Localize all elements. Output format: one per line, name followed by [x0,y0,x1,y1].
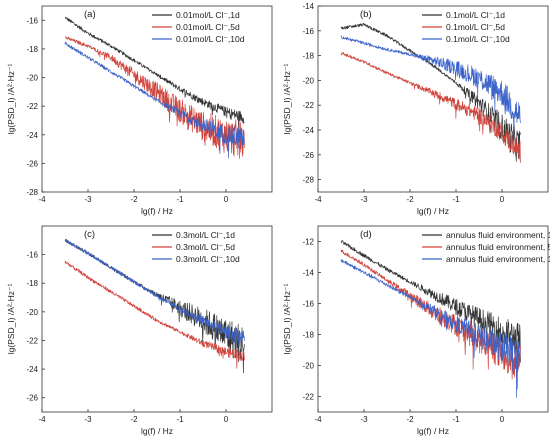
x-tick-label: -1 [452,195,460,204]
x-tick-label: 0 [224,195,229,204]
legend-label-3: 0.01mol/L Cl⁻,10d [176,34,245,44]
series-line-3 [64,41,245,159]
panel-label: (d) [360,229,372,240]
legend-label-1: 0.1mol/L Cl⁻,1d [446,10,505,20]
plot-frame [41,5,273,193]
y-axis-label: lg(PSD_I) /A²·Hz⁻¹ [6,284,16,355]
y-tick-label: -26 [302,151,314,160]
y-tick-label: -28 [302,176,314,185]
series-group [340,240,521,398]
x-tick-label: -1 [176,195,184,204]
x-tick-label: -4 [38,415,46,424]
y-tick-label: -16 [26,16,38,25]
y-tick-label: -22 [26,336,38,345]
y-tick-label: -14 [302,2,314,11]
x-tick-label: -2 [130,415,138,424]
x-tick-label: -2 [406,195,414,204]
series-group [64,16,245,159]
legend-label-1: 0.01mol/L Cl⁻,1d [176,10,240,20]
y-tick-label: -14 [302,269,314,278]
y-tick-label: -22 [26,102,38,111]
x-tick-label: 0 [500,195,505,204]
legend-label-1: 0.3mol/L Cl⁻,1d [176,230,235,240]
series-line-1 [340,240,521,363]
y-tick-label: -24 [26,131,38,140]
panel-3: -4 -3 -2 -1 0 -26 -24 -22 -20 -18 -16 lg(f) / Hz lg(… [6,225,273,436]
x-axis-label: lg(f) / Hz [417,206,449,216]
series-line-3 [340,259,521,398]
y-tick-label: -16 [26,251,38,260]
x-tick-label: 0 [500,415,505,424]
y-tick-label: -22 [302,393,314,402]
series-line-3 [340,35,521,141]
x-tick-label: -3 [360,415,368,424]
legend-label-2: 0.3mol/L Cl⁻,5d [176,242,235,252]
legend-label-2: 0.1mol/L Cl⁻,5d [446,22,505,32]
y-axis-label: lg(PSD_I) /A²·Hz⁻¹ [6,64,16,135]
y-tick-label: -24 [26,365,38,374]
legend-label-3: 0.3mol/L Cl⁻,10d [176,254,240,264]
y-tick-label: -20 [302,76,314,85]
panel-label: (b) [360,9,372,20]
series-group [64,238,245,374]
y-tick-label: -18 [302,331,314,340]
series-line-1 [64,16,245,129]
series-line-2 [340,249,521,380]
series-group [340,22,521,163]
legend-label-1: annulus fluid environment, 1d [446,230,550,240]
x-tick-label: 0 [224,415,229,424]
y-tick-label: -26 [26,394,38,403]
y-tick-label: -20 [26,74,38,83]
x-tick-label: -4 [38,195,46,204]
x-tick-label: -4 [314,195,322,204]
panel-4: -4 -3 -2 -1 0 -22 -20 -18 -16 -14 -12 lg(f) / Hz lg(… [282,225,550,436]
x-tick-label: -1 [452,415,460,424]
y-tick-label: -20 [26,308,38,317]
y-tick-label: -20 [302,362,314,371]
panel-2: -4 -3 -2 -1 0 -28 -26 -24 -22 -20 -18 -16 -14 lg(f) /… [282,2,549,216]
y-tick-label: -22 [302,101,314,110]
plot-frame [317,5,549,193]
y-tick-label: -12 [302,238,314,247]
plot-frame [41,225,273,413]
panel-1: -4 -3 -2 -1 0 -28 -26 -24 -22 -20 -18 -16 lg(f) / Hz… [6,5,273,216]
y-tick-label: -16 [302,27,314,36]
plot-frame [317,225,549,413]
y-axis-label: lg(PSD_I) /A²·Hz⁻¹ [282,284,292,355]
x-tick-label: -3 [84,195,92,204]
panel-label: (c) [84,229,95,240]
legend-label-3: annulus fluid environment, 10d [446,254,550,264]
x-axis-label: lg(f) / Hz [141,206,173,216]
series-line-2 [64,260,245,369]
y-tick-label: -16 [302,300,314,309]
series-line-1 [340,22,521,162]
y-axis-label: lg(PSD_I) /A²·Hz⁻¹ [282,64,292,135]
y-tick-label: -24 [302,126,314,135]
x-axis-label: lg(f) / Hz [141,426,173,436]
series-line-2 [64,36,245,159]
x-tick-label: -1 [176,415,184,424]
y-tick-label: -28 [26,188,38,197]
legend-label-3: 0.1mol/L Cl⁻,10d [446,34,510,44]
legend-label-2: annulus fluid environment, 5d [446,242,550,252]
x-axis-label: lg(f) / Hz [417,426,449,436]
y-tick-label: -18 [26,45,38,54]
series-line-2 [340,52,521,163]
x-tick-label: -3 [84,415,92,424]
legend-label-2: 0.01mol/L Cl⁻,5d [176,22,240,32]
x-tick-label: -4 [314,415,322,424]
x-tick-label: -2 [406,415,414,424]
y-tick-label: -26 [26,159,38,168]
series-line-3 [64,238,245,348]
x-tick-label: -2 [130,195,138,204]
panel-label: (a) [84,9,96,20]
x-tick-label: -3 [360,195,368,204]
y-tick-label: -18 [26,279,38,288]
y-tick-label: -18 [302,52,314,61]
